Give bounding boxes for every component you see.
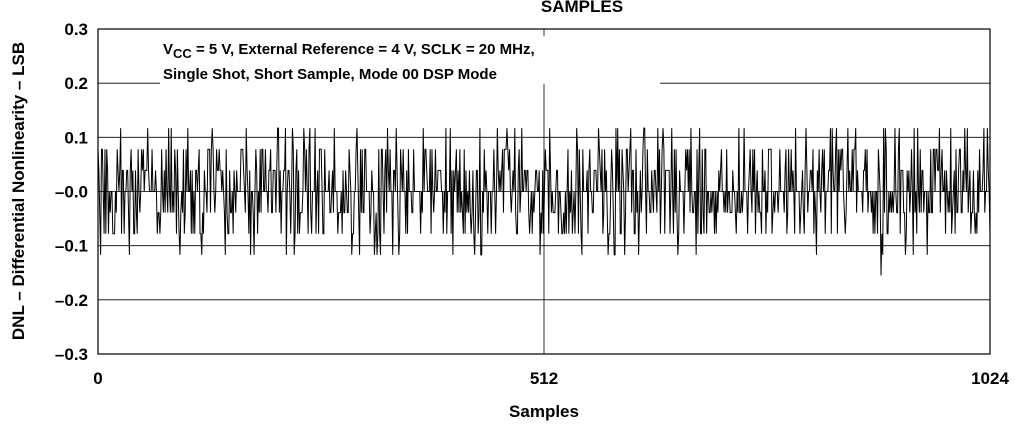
annotation-line-1: VCC = 5 V, External Reference = 4 V, SCL… [163, 41, 535, 61]
y-tick-labels: 0.3 0.2 0.1 –0.0 –0.1 –0.2 –0.3 [55, 20, 88, 364]
plot-frame [97, 28, 991, 355]
x-tick-labels: 0 512 1024 [93, 369, 1009, 388]
annotation: VCC = 5 V, External Reference = 4 V, SCL… [160, 36, 660, 84]
y-tick-label: 0.2 [64, 74, 88, 93]
y-tick-label: 0.3 [64, 20, 88, 39]
y-tick-label: 0.1 [64, 128, 88, 147]
y-axis-label: DNL – Differential Nonlinearity – LSB [9, 42, 28, 340]
y-tick-label: –0.0 [55, 183, 88, 202]
dnl-series-line [97, 127, 991, 276]
y-tick-label: –0.1 [55, 237, 88, 256]
y-tick-label: –0.3 [55, 345, 88, 364]
x-tick-label: 1024 [971, 369, 1009, 388]
x-axis-label: Samples [509, 402, 579, 421]
chart-title: SAMPLES [541, 0, 623, 16]
annotation-line-2: Single Shot, Short Sample, Mode 00 DSP M… [163, 66, 497, 83]
y-tick-label: –0.2 [55, 291, 88, 310]
dnl-trace [97, 127, 991, 276]
x-tick-label: 512 [530, 369, 558, 388]
x-tick-label: 0 [93, 369, 102, 388]
